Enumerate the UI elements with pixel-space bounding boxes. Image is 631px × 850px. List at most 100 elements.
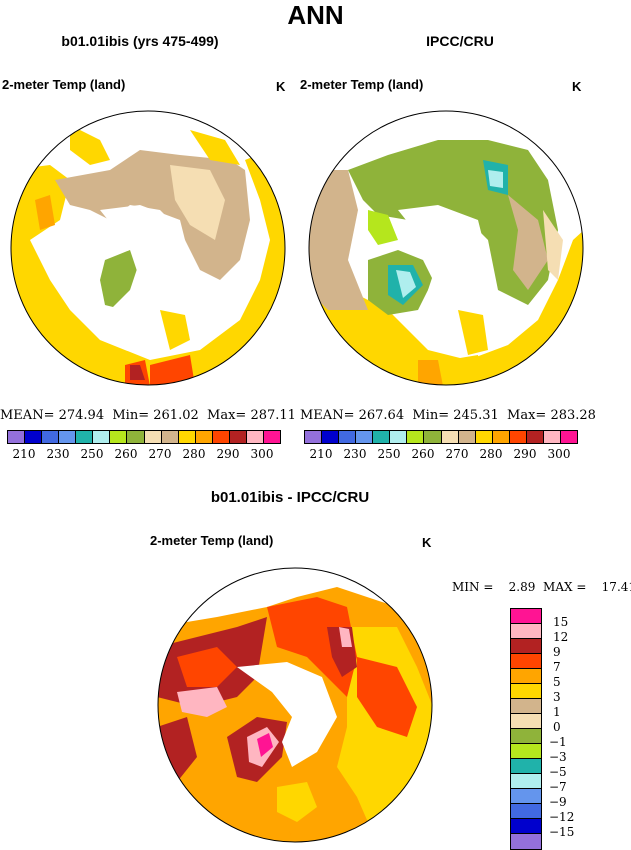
page-title: ANN xyxy=(287,0,344,30)
panel-1-colorbar-tick-label: 270 xyxy=(148,447,172,461)
panel-2-colorbar xyxy=(304,430,578,444)
panel-1-colorbar-swatch xyxy=(127,431,145,443)
diff-colorbar-tick-label: 9 xyxy=(553,645,561,659)
panel-1-min-label: Min= xyxy=(112,408,150,423)
panel-2-colorbar-swatch xyxy=(424,431,442,443)
panel-1-subtitle: 2-meter Temp (land) xyxy=(2,77,126,92)
panel-2-colorbar-tick-label: 210 xyxy=(309,447,333,461)
panel-2-colorbar-swatch xyxy=(373,431,391,443)
panel-1-stats: MEAN= 274.94 Min= 261.02 Max= 287.11 xyxy=(0,408,296,423)
panel-1-colorbar-ticks: 210 230 250 260 270 280 290 300 xyxy=(7,447,279,461)
diff-colorbar-swatch xyxy=(511,789,541,804)
diff-min-max: MIN = 2.89 MAX = 17.41 xyxy=(452,580,631,594)
diff-colorbar-swatch xyxy=(511,684,541,699)
panel-1-colorbar-swatch xyxy=(246,431,264,443)
diff-colorbar-tick-label: 7 xyxy=(553,660,561,674)
diff-colorbar-swatch xyxy=(511,624,541,639)
panel-2-colorbar-ticks: 210 230 250 260 270 280 290 300 xyxy=(304,447,576,461)
diff-colorbar-tick-label: −3 xyxy=(549,750,567,764)
diff-colorbar-tick-label: −9 xyxy=(549,795,567,809)
panel-1-mean-value: 274.94 xyxy=(58,408,105,423)
diff-colorbar-ticks: 15 12 9 7 5 3 1 0 −1 −3 −5 −7 −9 −12 −15 xyxy=(549,608,609,848)
diff-colorbar-tick-label: −1 xyxy=(549,735,567,749)
panel-2-subtitle: 2-meter Temp (land) xyxy=(300,77,424,92)
diff-map xyxy=(157,567,433,843)
panel-1-colorbar-tick-label: 250 xyxy=(80,447,104,461)
panel-1-colorbar xyxy=(7,430,281,444)
panel-2-colorbar-swatch xyxy=(509,431,527,443)
diff-colorbar-tick-label: 5 xyxy=(553,675,561,689)
panel-1-colorbar-swatch xyxy=(25,431,43,443)
diff-colorbar-swatch xyxy=(511,774,541,789)
diff-colorbar-swatch xyxy=(511,609,541,624)
panel-2-colorbar-tick-label: 280 xyxy=(479,447,503,461)
panel-2-colorbar-tick-label: 300 xyxy=(547,447,571,461)
panel-1-colorbar-swatch xyxy=(263,431,280,443)
panel-1-colorbar-swatch xyxy=(93,431,111,443)
panel-2-colorbar-tick-label: 270 xyxy=(445,447,469,461)
panel-1-colorbar-tick-label: 290 xyxy=(216,447,240,461)
diff-colorbar-tick-label: 0 xyxy=(553,720,561,734)
diff-colorbar-tick-label: 15 xyxy=(553,615,569,629)
diff-colorbar-swatch xyxy=(511,654,541,669)
panel-1-colorbar-tick-label: 280 xyxy=(182,447,206,461)
panel-2-colorbar-swatch xyxy=(407,431,425,443)
diff-heading: b01.01ibis - IPCC/CRU xyxy=(210,489,370,506)
panel-2-colorbar-swatch xyxy=(458,431,476,443)
panel-2-max-label: Max= xyxy=(507,408,547,423)
diff-colorbar-swatch xyxy=(511,834,541,849)
panel-2-colorbar-swatch xyxy=(356,431,374,443)
panel-1-colorbar-swatch xyxy=(229,431,247,443)
panel-2-colorbar-swatch xyxy=(441,431,459,443)
diff-colorbar-tick-label: −5 xyxy=(549,765,567,779)
panel-2-colorbar-swatch xyxy=(492,431,510,443)
panel-2-colorbar-tick-label: 230 xyxy=(343,447,367,461)
diff-colorbar-swatch xyxy=(511,819,541,834)
panel-2-min-label: Min= xyxy=(412,408,450,423)
diff-colorbar-swatch xyxy=(511,759,541,774)
diff-subtitle: 2-meter Temp (land) xyxy=(150,533,274,548)
panel-2-map xyxy=(308,110,584,386)
panel-1-max-label: Max= xyxy=(207,408,247,423)
diff-units: K xyxy=(422,535,432,550)
panel-1-heading: b01.01ibis (yrs 475-499) xyxy=(61,33,219,49)
panel-1-colorbar-tick-label: 300 xyxy=(250,447,274,461)
panel-1-colorbar-swatch xyxy=(144,431,162,443)
diff-max-label: MAX = xyxy=(543,580,587,594)
panel-1-colorbar-swatch xyxy=(42,431,60,443)
panel-1-colorbar-tick-label: 230 xyxy=(46,447,70,461)
panel-2-heading: IPCC/CRU xyxy=(426,33,494,49)
panel-1-colorbar-swatch xyxy=(178,431,196,443)
panel-1-colorbar-swatch xyxy=(76,431,94,443)
diff-colorbar-tick-label: −12 xyxy=(549,810,575,824)
panel-2-colorbar-tick-label: 290 xyxy=(513,447,537,461)
panel-2-colorbar-swatch xyxy=(560,431,577,443)
panel-1-map xyxy=(10,110,286,386)
diff-colorbar-tick-label: 3 xyxy=(553,690,561,704)
diff-colorbar-swatch xyxy=(511,804,541,819)
panel-1-colorbar-tick-label: 210 xyxy=(12,447,36,461)
panel-2-min-value: 245.31 xyxy=(453,408,499,423)
diff-colorbar-swatch xyxy=(511,699,541,714)
diff-colorbar-swatch xyxy=(511,669,541,684)
diff-min-value: 2.89 xyxy=(508,580,536,594)
panel-1-min-value: 261.02 xyxy=(153,408,199,423)
panel-2-colorbar-swatch xyxy=(390,431,408,443)
panel-1-units: K xyxy=(276,79,286,94)
diff-max-value: 17.41 xyxy=(601,580,631,594)
diff-colorbar-swatch xyxy=(511,744,541,759)
panel-2-colorbar-swatch xyxy=(475,431,493,443)
panel-1-colorbar-swatch xyxy=(59,431,77,443)
diff-colorbar-tick-label: 1 xyxy=(553,705,561,719)
panel-2-colorbar-swatch xyxy=(305,431,323,443)
panel-1-colorbar-swatch xyxy=(110,431,128,443)
panel-2-max-value: 283.28 xyxy=(550,408,596,423)
diff-colorbar xyxy=(510,608,542,850)
panel-1-colorbar-swatch xyxy=(161,431,179,443)
diff-colorbar-tick-label: −15 xyxy=(549,825,575,839)
panel-1-mean-label: MEAN= xyxy=(0,408,55,423)
panel-1-colorbar-swatch xyxy=(195,431,213,443)
panel-2-colorbar-tick-label: 260 xyxy=(411,447,435,461)
panel-2-colorbar-swatch xyxy=(339,431,357,443)
panel-2-colorbar-swatch xyxy=(322,431,340,443)
